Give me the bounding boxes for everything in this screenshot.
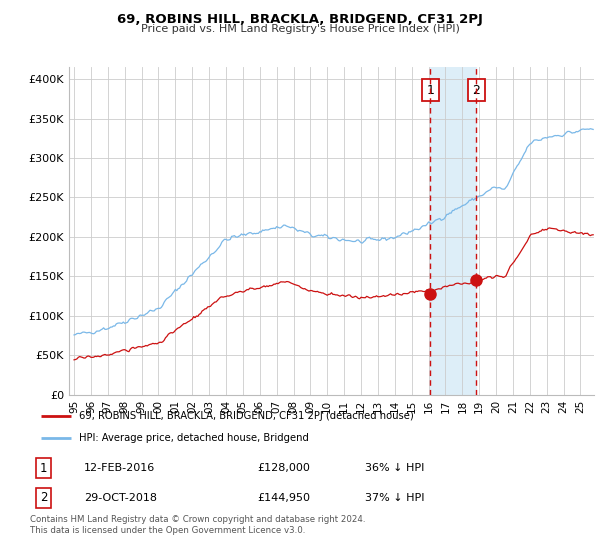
Text: 29-OCT-2018: 29-OCT-2018 (84, 493, 157, 503)
Text: £144,950: £144,950 (257, 493, 310, 503)
Text: 2: 2 (472, 83, 480, 97)
Text: HPI: Average price, detached house, Bridgend: HPI: Average price, detached house, Brid… (79, 433, 308, 443)
Text: 69, ROBINS HILL, BRACKLA, BRIDGEND, CF31 2PJ (detached house): 69, ROBINS HILL, BRACKLA, BRIDGEND, CF31… (79, 411, 413, 421)
Text: Price paid vs. HM Land Registry's House Price Index (HPI): Price paid vs. HM Land Registry's House … (140, 24, 460, 34)
Text: Contains HM Land Registry data © Crown copyright and database right 2024.
This d: Contains HM Land Registry data © Crown c… (30, 515, 365, 535)
Text: 37% ↓ HPI: 37% ↓ HPI (365, 493, 424, 503)
Text: 36% ↓ HPI: 36% ↓ HPI (365, 463, 424, 473)
Text: 1: 1 (40, 462, 47, 475)
Text: 2: 2 (40, 491, 47, 504)
Text: 12-FEB-2016: 12-FEB-2016 (84, 463, 155, 473)
Text: 1: 1 (427, 83, 434, 97)
Text: £128,000: £128,000 (257, 463, 310, 473)
Text: 69, ROBINS HILL, BRACKLA, BRIDGEND, CF31 2PJ: 69, ROBINS HILL, BRACKLA, BRIDGEND, CF31… (117, 13, 483, 26)
Bar (430, 67, 476, 395)
